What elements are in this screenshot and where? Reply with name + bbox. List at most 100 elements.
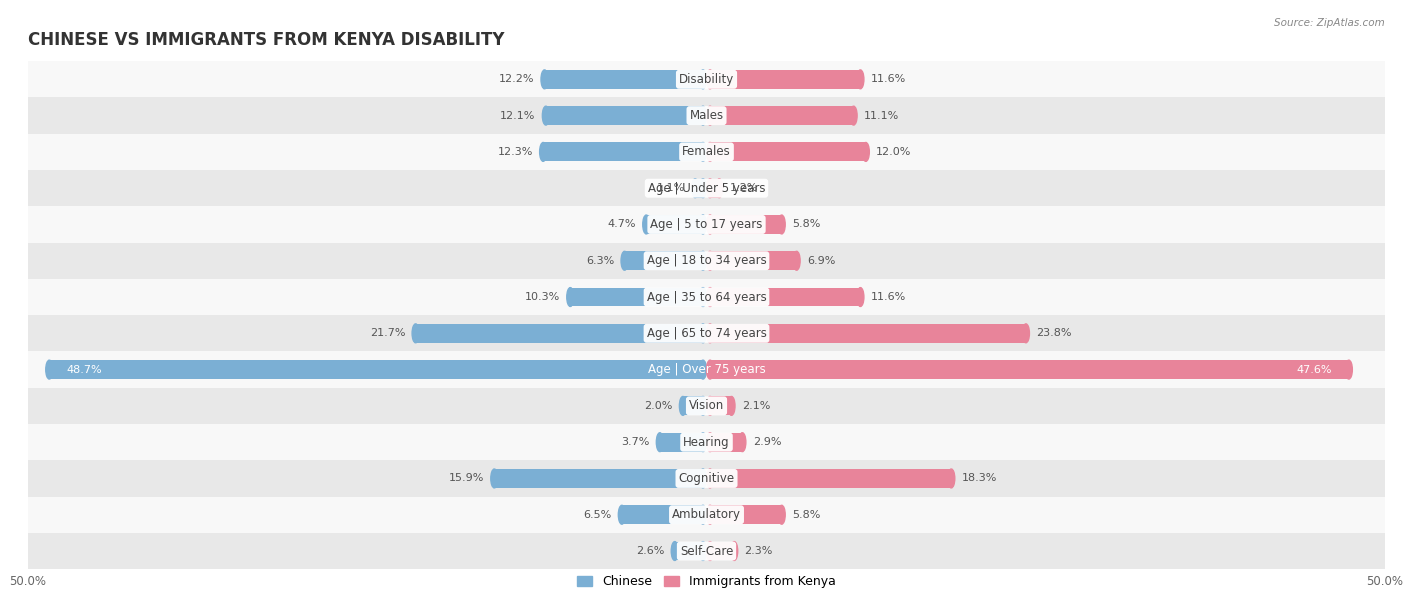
- Text: Males: Males: [689, 109, 724, 122]
- Bar: [28, 496, 1385, 533]
- Text: Ambulatory: Ambulatory: [672, 508, 741, 521]
- Circle shape: [707, 70, 714, 89]
- Circle shape: [621, 252, 628, 270]
- Circle shape: [707, 288, 714, 307]
- Bar: [710, 469, 952, 488]
- Circle shape: [707, 542, 714, 561]
- Text: Age | Under 5 years: Age | Under 5 years: [648, 182, 765, 195]
- Circle shape: [707, 433, 714, 452]
- Circle shape: [778, 506, 785, 524]
- Bar: [28, 460, 1385, 496]
- Circle shape: [699, 252, 707, 270]
- Circle shape: [671, 542, 678, 561]
- Bar: [28, 315, 1385, 351]
- Text: 47.6%: 47.6%: [1296, 365, 1331, 375]
- Bar: [28, 61, 1385, 97]
- Circle shape: [731, 542, 738, 561]
- Bar: [28, 206, 1385, 242]
- Text: 6.5%: 6.5%: [583, 510, 612, 520]
- Text: 12.0%: 12.0%: [876, 147, 911, 157]
- Circle shape: [1022, 324, 1029, 343]
- Text: 12.2%: 12.2%: [499, 74, 534, 84]
- Bar: [710, 215, 782, 234]
- Circle shape: [699, 215, 707, 234]
- Bar: [710, 433, 742, 452]
- Circle shape: [856, 288, 863, 307]
- Text: 6.9%: 6.9%: [807, 256, 835, 266]
- Bar: [710, 360, 1348, 379]
- Text: 4.7%: 4.7%: [607, 220, 636, 230]
- Circle shape: [540, 143, 547, 162]
- Text: Age | 65 to 74 years: Age | 65 to 74 years: [647, 327, 766, 340]
- Bar: [416, 324, 703, 343]
- Text: 48.7%: 48.7%: [66, 365, 101, 375]
- Circle shape: [699, 179, 707, 198]
- Circle shape: [657, 433, 664, 452]
- Text: Hearing: Hearing: [683, 436, 730, 449]
- Text: 2.0%: 2.0%: [644, 401, 672, 411]
- Text: Source: ZipAtlas.com: Source: ZipAtlas.com: [1274, 18, 1385, 28]
- Bar: [28, 170, 1385, 206]
- Text: 10.3%: 10.3%: [524, 292, 560, 302]
- Circle shape: [46, 360, 53, 379]
- Circle shape: [699, 360, 707, 379]
- Circle shape: [707, 360, 714, 379]
- Bar: [28, 388, 1385, 424]
- Circle shape: [1346, 360, 1353, 379]
- Legend: Chinese, Immigrants from Kenya: Chinese, Immigrants from Kenya: [572, 570, 841, 594]
- Text: Vision: Vision: [689, 400, 724, 412]
- Text: 15.9%: 15.9%: [449, 474, 484, 483]
- Bar: [28, 424, 1385, 460]
- Circle shape: [679, 397, 686, 416]
- Bar: [28, 279, 1385, 315]
- Text: Self-Care: Self-Care: [681, 545, 733, 558]
- Circle shape: [619, 506, 626, 524]
- Circle shape: [699, 324, 707, 343]
- Text: 2.9%: 2.9%: [752, 437, 782, 447]
- Text: 1.1%: 1.1%: [657, 183, 685, 193]
- Circle shape: [728, 397, 735, 416]
- Text: 11.1%: 11.1%: [863, 111, 900, 121]
- Text: 11.6%: 11.6%: [870, 74, 905, 84]
- Circle shape: [699, 143, 707, 162]
- Bar: [710, 179, 720, 198]
- Circle shape: [862, 143, 869, 162]
- Text: 21.7%: 21.7%: [370, 328, 405, 338]
- Text: CHINESE VS IMMIGRANTS FROM KENYA DISABILITY: CHINESE VS IMMIGRANTS FROM KENYA DISABIL…: [28, 31, 505, 48]
- Circle shape: [793, 252, 800, 270]
- Text: 23.8%: 23.8%: [1036, 328, 1071, 338]
- Bar: [49, 360, 703, 379]
- Text: 12.1%: 12.1%: [501, 111, 536, 121]
- Bar: [621, 506, 703, 524]
- Bar: [546, 106, 703, 125]
- Circle shape: [699, 106, 707, 125]
- Circle shape: [707, 106, 714, 125]
- Circle shape: [716, 179, 723, 198]
- Text: Disability: Disability: [679, 73, 734, 86]
- Circle shape: [738, 433, 745, 452]
- Circle shape: [699, 70, 707, 89]
- Text: Age | 5 to 17 years: Age | 5 to 17 years: [651, 218, 762, 231]
- Circle shape: [699, 288, 707, 307]
- Text: 2.3%: 2.3%: [745, 546, 773, 556]
- Bar: [543, 143, 703, 162]
- Text: 5.8%: 5.8%: [792, 220, 820, 230]
- Text: Age | Over 75 years: Age | Over 75 years: [648, 363, 765, 376]
- Text: 1.2%: 1.2%: [730, 183, 758, 193]
- Circle shape: [707, 143, 714, 162]
- Circle shape: [699, 469, 707, 488]
- Bar: [28, 533, 1385, 569]
- Bar: [571, 288, 703, 307]
- Bar: [710, 397, 731, 416]
- Bar: [659, 433, 703, 452]
- Text: Females: Females: [682, 146, 731, 159]
- Circle shape: [851, 106, 858, 125]
- Circle shape: [543, 106, 550, 125]
- Bar: [675, 542, 703, 561]
- Circle shape: [707, 397, 714, 416]
- Bar: [647, 215, 703, 234]
- Bar: [710, 106, 853, 125]
- Text: 2.6%: 2.6%: [636, 546, 665, 556]
- Text: Age | 35 to 64 years: Age | 35 to 64 years: [647, 291, 766, 304]
- Text: 18.3%: 18.3%: [962, 474, 997, 483]
